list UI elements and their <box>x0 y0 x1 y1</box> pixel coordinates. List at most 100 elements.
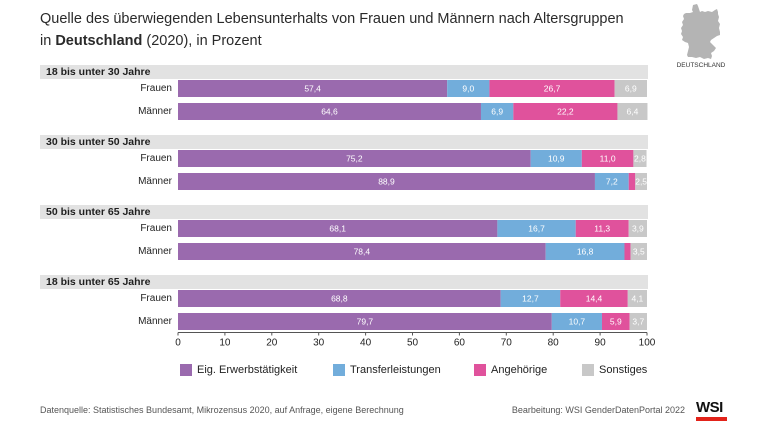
group-header-label-50-bis-unter-65-jahre: 50 bis unter 65 Jahre <box>46 206 151 218</box>
germany-map-icon <box>681 4 720 59</box>
footer-source-note: Datenquelle: Statistisches Bundesamt, Mi… <box>40 405 404 415</box>
data-label-18-bis-unter-65-jahre-frauen-eig-erwerbstaetigkeit: 68,8 <box>331 294 348 304</box>
data-label-18-bis-unter-30-jahre-frauen-transferleistungen: 9,0 <box>462 84 474 94</box>
x-tick-label-10: 10 <box>219 338 231 349</box>
bar-segment-18-bis-unter-65-jahre-frauen-eig-erwerbstaetigkeit <box>178 290 501 307</box>
bar-segment-30-bis-unter-50-jahre-maenner-eig-erwerbstaetigkeit <box>178 173 595 190</box>
row-label-18-bis-unter-65-jahre-frauen: Frauen <box>140 293 172 304</box>
row-label-30-bis-unter-50-jahre-maenner: Männer <box>138 176 173 187</box>
data-label-18-bis-unter-65-jahre-maenner-sonstiges: 3,7 <box>632 317 644 327</box>
row-label-18-bis-unter-65-jahre-maenner: Männer <box>138 316 173 327</box>
x-tick-label-50: 50 <box>407 338 419 349</box>
wsi-logo-bar <box>696 417 727 421</box>
legend-swatch-transferleistungen <box>333 364 345 376</box>
data-label-30-bis-unter-50-jahre-frauen-eig-erwerbstaetigkeit: 75,2 <box>346 154 363 164</box>
x-tick-label-30: 30 <box>313 338 325 349</box>
x-tick-label-60: 60 <box>454 338 466 349</box>
wsi-logo-text: WSI <box>696 399 723 416</box>
bar-segment-18-bis-unter-65-jahre-maenner-transferleistungen <box>551 313 602 330</box>
legend-item-angehoerige: Angehörige <box>474 363 547 377</box>
data-label-50-bis-unter-65-jahre-frauen-sonstiges: 3,9 <box>632 224 644 234</box>
bar-segment-50-bis-unter-65-jahre-maenner-sonstiges <box>630 243 647 260</box>
germany-outline <box>681 4 720 59</box>
x-tick-label-100: 100 <box>639 338 656 349</box>
legend-swatch-sonstiges <box>582 364 594 376</box>
data-label-18-bis-unter-30-jahre-frauen-sonstiges: 6,9 <box>625 84 637 94</box>
bar-segment-30-bis-unter-50-jahre-frauen-transferleistungen <box>530 150 582 167</box>
data-label-50-bis-unter-65-jahre-frauen-angehoerige: 11,3 <box>594 224 610 234</box>
bar-segment-30-bis-unter-50-jahre-maenner-transferleistungen <box>594 173 629 190</box>
x-tick-label-40: 40 <box>360 338 372 349</box>
title-prefix: in <box>40 33 56 49</box>
data-label-18-bis-unter-65-jahre-maenner-transferleistungen: 10,7 <box>569 317 586 327</box>
bar-segment-30-bis-unter-50-jahre-frauen-eig-erwerbstaetigkeit <box>178 150 531 167</box>
row-label-18-bis-unter-30-jahre-frauen: Frauen <box>140 83 172 94</box>
bar-segment-50-bis-unter-65-jahre-frauen-angehoerige <box>575 220 629 237</box>
x-tick-label-0: 0 <box>175 338 181 349</box>
data-label-50-bis-unter-65-jahre-frauen-eig-erwerbstaetigkeit: 68,1 <box>329 224 346 234</box>
group-header-band-30-bis-unter-50-jahre <box>40 135 648 149</box>
group-header-band-50-bis-unter-65-jahre <box>40 205 648 219</box>
bar-segment-50-bis-unter-65-jahre-maenner-eig-erwerbstaetigkeit <box>178 243 546 260</box>
x-tick-label-70: 70 <box>501 338 513 349</box>
bar-segment-18-bis-unter-30-jahre-frauen-sonstiges <box>614 80 647 97</box>
data-label-18-bis-unter-65-jahre-frauen-angehoerige: 14,4 <box>586 294 603 304</box>
legend-item-transferleistungen: Transferleistungen <box>333 363 441 377</box>
bar-segment-50-bis-unter-65-jahre-maenner-angehoerige <box>624 243 631 260</box>
wsi-logo: WSI <box>696 400 728 422</box>
chart-title-line2: in Deutschland (2020), in Prozent <box>40 33 262 50</box>
data-label-18-bis-unter-30-jahre-maenner-eig-erwerbstaetigkeit: 64,6 <box>321 107 338 117</box>
data-label-30-bis-unter-50-jahre-frauen-sonstiges: 2,8 <box>634 154 646 164</box>
bar-segment-18-bis-unter-30-jahre-frauen-transferleistungen <box>447 80 490 97</box>
bar-segment-18-bis-unter-65-jahre-maenner-angehoerige <box>601 313 630 330</box>
bar-segment-18-bis-unter-30-jahre-maenner-eig-erwerbstaetigkeit <box>178 103 481 120</box>
data-label-30-bis-unter-50-jahre-maenner-eig-erwerbstaetigkeit: 88,9 <box>378 177 395 187</box>
row-label-50-bis-unter-65-jahre-frauen: Frauen <box>140 223 172 234</box>
data-label-18-bis-unter-30-jahre-frauen-angehoerige: 26,7 <box>544 84 561 94</box>
bar-segment-30-bis-unter-50-jahre-maenner-sonstiges <box>635 173 647 190</box>
data-label-50-bis-unter-65-jahre-maenner-sonstiges: 3,5 <box>633 247 645 257</box>
legend-item-sonstiges: Sonstiges <box>582 363 647 377</box>
bar-segment-18-bis-unter-30-jahre-maenner-transferleistungen <box>480 103 514 120</box>
row-label-50-bis-unter-65-jahre-maenner: Männer <box>138 246 173 257</box>
data-label-18-bis-unter-65-jahre-maenner-eig-erwerbstaetigkeit: 79,7 <box>357 317 374 327</box>
group-header-label-18-bis-unter-30-jahre: 18 bis unter 30 Jahre <box>46 66 151 78</box>
title-suffix: (2020), in Prozent <box>142 33 262 49</box>
group-header-label-30-bis-unter-50-jahre: 30 bis unter 50 Jahre <box>46 136 151 148</box>
data-label-30-bis-unter-50-jahre-maenner-transferleistungen: 7,2 <box>606 177 618 187</box>
x-tick-label-90: 90 <box>595 338 607 349</box>
legend-label-angehoerige: Angehörige <box>491 364 548 376</box>
bar-segment-18-bis-unter-30-jahre-frauen-angehoerige <box>489 80 615 97</box>
group-header-label-18-bis-unter-65-jahre: 18 bis unter 65 Jahre <box>46 276 151 288</box>
legend-item-erwerbstaetigkeit: Eig. Erwerbstätigkeit <box>180 363 297 377</box>
x-tick-label-20: 20 <box>266 338 278 349</box>
bar-segment-50-bis-unter-65-jahre-frauen-transferleistungen <box>497 220 576 237</box>
bar-segment-18-bis-unter-30-jahre-maenner-sonstiges <box>617 103 648 120</box>
legend-label-transferleistungen: Transferleistungen <box>350 364 441 376</box>
row-label-18-bis-unter-30-jahre-maenner: Männer <box>138 106 173 117</box>
data-label-18-bis-unter-30-jahre-maenner-transferleistungen: 6,9 <box>491 107 503 117</box>
bar-segment-18-bis-unter-65-jahre-frauen-angehoerige <box>560 290 628 307</box>
data-label-18-bis-unter-65-jahre-frauen-transferleistungen: 12,7 <box>522 294 539 304</box>
legend-swatch-erwerbstaetigkeit <box>180 364 192 376</box>
bar-segment-30-bis-unter-50-jahre-frauen-sonstiges <box>633 150 647 167</box>
data-label-18-bis-unter-30-jahre-maenner-angehoerige: 22,2 <box>557 107 574 117</box>
data-label-18-bis-unter-65-jahre-maenner-angehoerige: 5,9 <box>610 317 622 327</box>
data-label-50-bis-unter-65-jahre-maenner-transferleistungen: 16,8 <box>577 247 594 257</box>
legend-label-sonstiges: Sonstiges <box>599 364 648 376</box>
data-label-50-bis-unter-65-jahre-maenner-eig-erwerbstaetigkeit: 78,4 <box>354 247 371 257</box>
data-label-30-bis-unter-50-jahre-frauen-transferleistungen: 10,9 <box>548 154 565 164</box>
bar-segment-50-bis-unter-65-jahre-frauen-sonstiges <box>628 220 647 237</box>
data-label-18-bis-unter-30-jahre-maenner-sonstiges: 6,4 <box>627 107 639 117</box>
bar-segment-18-bis-unter-65-jahre-frauen-sonstiges <box>627 290 647 307</box>
group-header-band-18-bis-unter-30-jahre <box>40 65 648 79</box>
map-label: DEUTSCHLAND <box>676 62 726 69</box>
bar-segment-18-bis-unter-65-jahre-frauen-transferleistungen <box>500 290 561 307</box>
footer-credit-note: Bearbeitung: WSI GenderDatenPortal 2022 <box>511 405 685 415</box>
data-label-30-bis-unter-50-jahre-maenner-sonstiges: 2,5 <box>635 177 647 187</box>
row-label-30-bis-unter-50-jahre-frauen: Frauen <box>140 153 172 164</box>
data-label-18-bis-unter-30-jahre-frauen-eig-erwerbstaetigkeit: 57,4 <box>304 84 321 94</box>
bar-segment-30-bis-unter-50-jahre-frauen-angehoerige <box>581 150 634 167</box>
